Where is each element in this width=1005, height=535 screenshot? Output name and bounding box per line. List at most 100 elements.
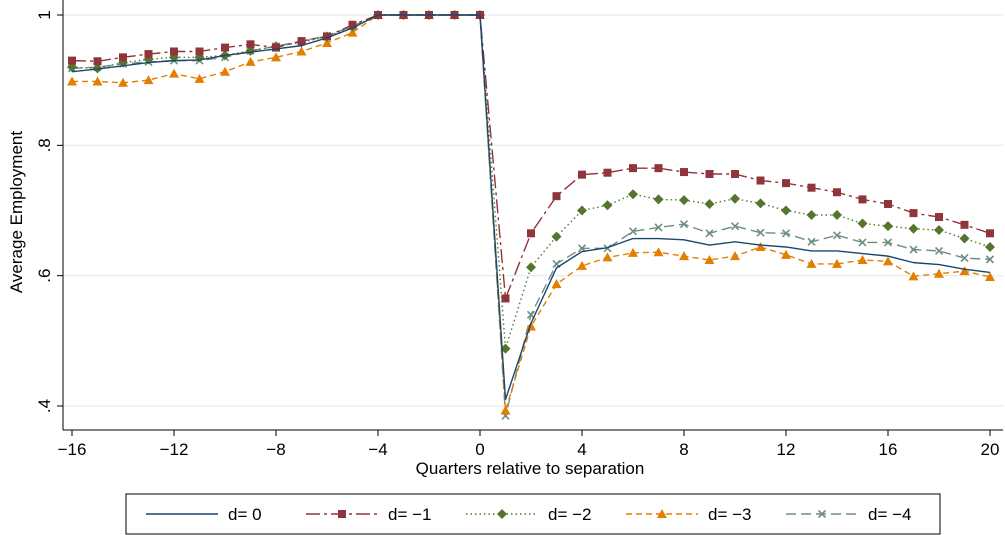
data-point <box>935 213 943 222</box>
data-point <box>348 20 357 29</box>
data-point <box>500 343 511 354</box>
data-point <box>730 193 740 204</box>
legend-label: d= 0 <box>228 505 262 524</box>
data-point <box>985 241 995 252</box>
legend-label: d= −4 <box>868 505 912 524</box>
data-point <box>705 229 714 238</box>
data-point <box>526 321 536 331</box>
data-point <box>883 256 893 266</box>
y-tick-label: .6 <box>35 269 54 283</box>
data-point <box>551 279 562 289</box>
data-point <box>526 262 536 273</box>
data-point <box>731 170 739 179</box>
data-point <box>245 45 256 56</box>
series-line <box>71 14 991 417</box>
data-point <box>934 268 944 278</box>
data-point <box>323 32 331 41</box>
data-point <box>654 223 663 232</box>
data-point <box>653 194 664 205</box>
data-point <box>296 46 307 56</box>
data-point <box>119 53 127 62</box>
x-tick-label: 0 <box>475 440 484 459</box>
data-point <box>67 62 77 73</box>
data-point <box>730 222 740 231</box>
data-point <box>857 218 868 229</box>
x-tick-label: 8 <box>679 440 688 459</box>
legend-marker <box>817 509 827 519</box>
data-point <box>629 164 637 173</box>
data-point <box>322 38 332 48</box>
data-point <box>144 50 153 59</box>
data-point <box>679 251 689 261</box>
data-point <box>169 68 179 78</box>
legend-label: d= −3 <box>708 505 752 524</box>
data-point <box>221 43 229 52</box>
data-point <box>985 271 995 281</box>
axes: .4 .6 .8 1 −16 −12 −8 −4 0 4 8 12 16 20 <box>35 0 1003 459</box>
data-point <box>960 254 969 263</box>
series-line <box>72 14 991 412</box>
data-point <box>832 258 842 268</box>
data-point <box>653 247 664 257</box>
data-point <box>782 179 790 188</box>
data-point <box>755 198 766 209</box>
data-point <box>806 210 817 221</box>
data-point <box>959 233 970 244</box>
data-point <box>858 238 867 247</box>
series-line <box>71 14 991 350</box>
data-point <box>755 241 766 251</box>
data-point <box>67 76 77 86</box>
data-point <box>143 75 154 85</box>
data-point <box>934 246 944 255</box>
series-line <box>71 14 991 401</box>
data-point <box>68 56 76 65</box>
data-point <box>679 195 689 206</box>
data-point <box>807 237 816 246</box>
data-point <box>577 205 587 216</box>
data-point <box>985 255 995 264</box>
data-point <box>527 229 535 238</box>
data-point <box>118 77 128 87</box>
legend-item: d= −4 <box>786 505 912 524</box>
legend: d= 0 d= −1 d= −2 d= −3 d= −4 <box>125 493 941 535</box>
data-point <box>220 66 230 76</box>
data-point <box>909 245 918 254</box>
data-point <box>654 164 663 173</box>
x-tick-label: 16 <box>879 440 898 459</box>
data-point <box>807 183 816 192</box>
data-point <box>679 220 689 229</box>
data-point <box>578 170 586 179</box>
data-point <box>857 255 868 265</box>
data-point <box>908 271 919 281</box>
legend-item: d= −3 <box>626 505 752 524</box>
legend-item: d= −2 <box>466 505 592 524</box>
data-point <box>500 405 511 415</box>
data-point <box>781 205 791 216</box>
legend-marker <box>497 509 507 519</box>
x-tick-label: −16 <box>58 440 87 459</box>
data-point <box>602 200 613 211</box>
data-point <box>628 189 638 200</box>
series-0 <box>71 14 991 401</box>
data-point <box>756 176 765 185</box>
data-point <box>934 225 944 236</box>
x-tick-label: −4 <box>368 440 387 459</box>
data-point <box>628 227 638 236</box>
x-axis-title: Quarters relative to separation <box>416 459 645 478</box>
data-point <box>577 260 587 270</box>
legend-marker <box>338 510 346 518</box>
gridlines <box>63 14 1003 407</box>
y-tick-label: 1 <box>35 10 54 19</box>
x-tick-label: −8 <box>266 440 285 459</box>
data-point <box>959 266 970 276</box>
data-point <box>781 229 791 238</box>
data-point <box>628 247 638 257</box>
data-point <box>858 195 867 204</box>
legend-marker <box>657 509 667 518</box>
data-point <box>603 168 612 177</box>
x-tick-label: 20 <box>981 440 1000 459</box>
data-point <box>781 249 791 259</box>
data-point <box>806 258 817 268</box>
data-point <box>883 238 893 247</box>
